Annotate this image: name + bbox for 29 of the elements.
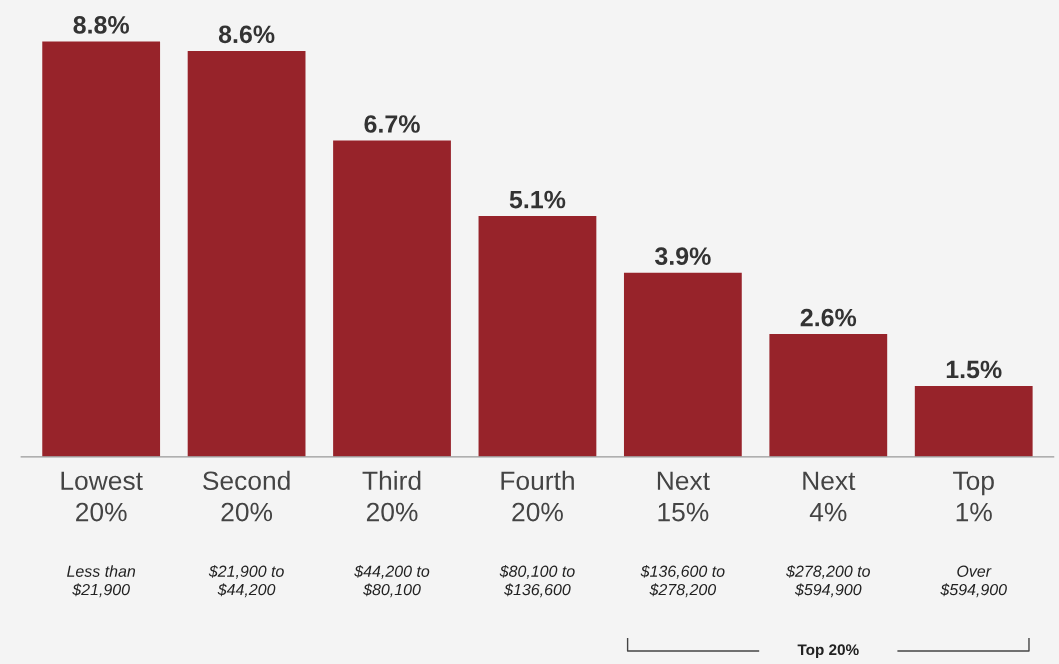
x-tick-label: Third 20%	[362, 470, 421, 522]
bar	[914, 386, 1033, 457]
data-label: 3.9%	[654, 247, 711, 266]
text: $44,200 to $80,100	[354, 564, 430, 598]
data-label: 8.8%	[73, 16, 129, 34]
bar	[478, 216, 597, 457]
data-label: 2.6%	[800, 308, 857, 327]
x-tick-label: Next 15%	[657, 471, 710, 522]
text: $136,600 to $278,200	[640, 564, 725, 598]
data-label: 6.7%	[364, 115, 420, 133]
x-tick-label: Lowest 20%	[61, 471, 143, 522]
bar	[769, 334, 888, 457]
text: Top 20%	[797, 644, 859, 659]
text: Over $594,900	[940, 565, 1007, 598]
data-label: 1.5%	[946, 360, 1002, 379]
bar	[333, 140, 451, 457]
bar	[42, 41, 161, 457]
x-tick-label: Fourth 20%	[501, 470, 574, 522]
bar	[187, 50, 306, 457]
data-label: 5.1%	[509, 190, 566, 209]
text: Less than $21,900	[67, 565, 136, 598]
data-label: 8.6%	[218, 25, 275, 44]
x-tick-label: Top 1%	[953, 471, 994, 522]
text: $278,200 to $594,900	[786, 564, 870, 598]
bar	[623, 272, 742, 457]
text: $80,100 to $136,600	[499, 564, 575, 598]
x-tick-label: Next 4%	[803, 471, 856, 522]
text: $21,900 to $44,200	[208, 564, 284, 598]
x-tick-label: Second 20%	[203, 470, 290, 522]
